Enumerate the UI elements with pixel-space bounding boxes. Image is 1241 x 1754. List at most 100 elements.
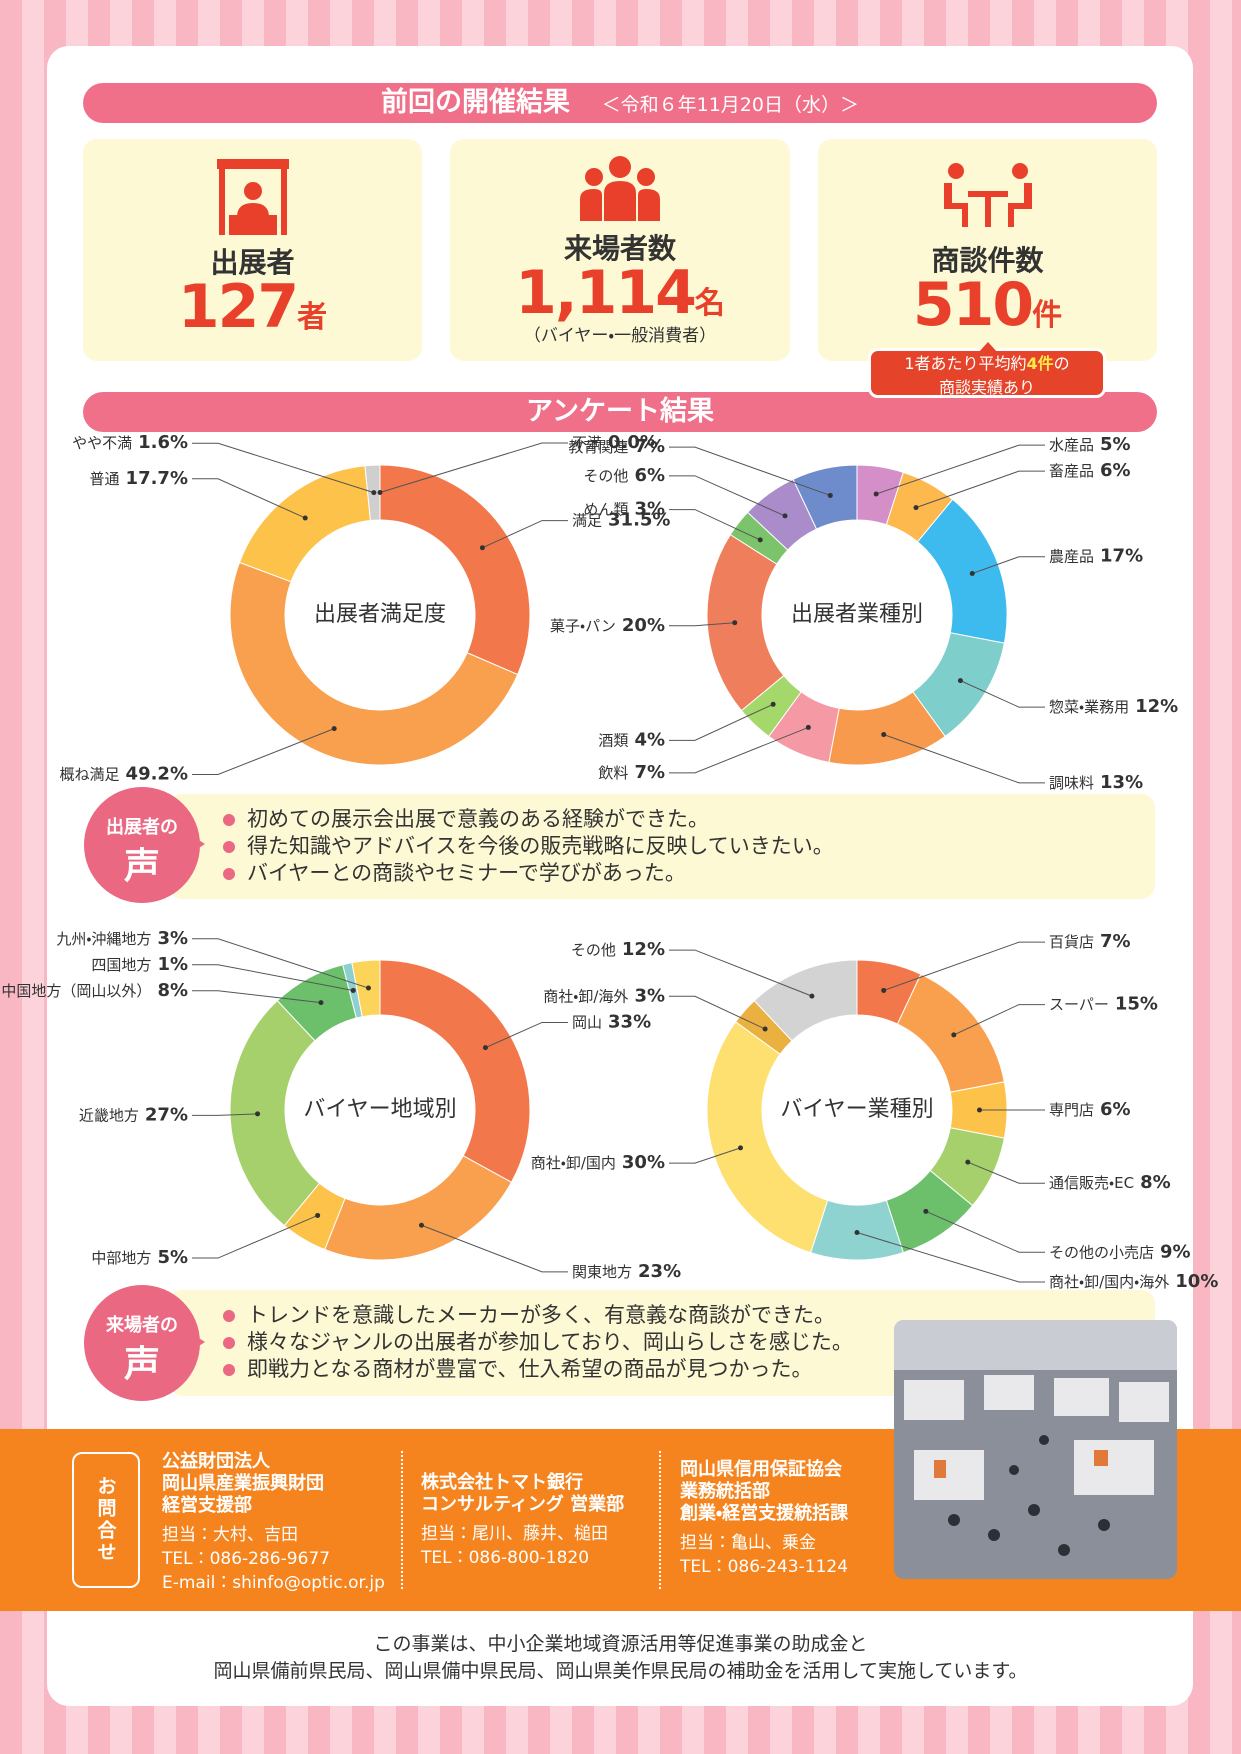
photo <box>894 1320 1177 1579</box>
org-detail: E-mail：shinfo@optic.or.jp <box>162 1573 385 1593</box>
slice-value: 8% <box>157 980 188 1001</box>
stat-number: 127者 <box>83 277 422 337</box>
leader-dot <box>331 726 337 732</box>
leader-dot <box>737 1145 743 1151</box>
leader-line <box>967 1161 1045 1184</box>
slice-category: その他の小売店 <box>1049 1243 1154 1261</box>
slice-category: 満足 <box>572 511 602 529</box>
slice-label: 酒類 4% <box>598 729 665 750</box>
slice-value: 17% <box>1100 546 1143 567</box>
badge-main: 声 <box>123 1344 160 1385</box>
voice-badge: 来場者の 声 <box>84 1285 205 1401</box>
org: 岡山県信用保証協会 業務統括部 創業・経営支援統括課 担当：亀山、乗金 TEL：086… <box>680 1459 848 1579</box>
leader-dot <box>302 515 308 521</box>
leader-dot <box>957 678 963 684</box>
leader-line <box>669 622 735 627</box>
leader-line <box>883 734 1045 784</box>
slice-label: 岡山 33% <box>572 1011 651 1032</box>
leader-dot <box>255 1111 261 1117</box>
slice-value: 7% <box>1100 931 1131 952</box>
donut-slice <box>351 959 381 1018</box>
leader-line <box>485 1021 568 1049</box>
slice-label: 水産品 5% <box>1049 434 1131 455</box>
slice-label: 不満 0.0% <box>572 432 658 453</box>
chart-title: バイヤー地域別 <box>303 1097 456 1122</box>
leader-line <box>192 478 306 519</box>
slice-category: 畜産品 <box>1049 462 1094 480</box>
slice-value: 10% <box>1175 1271 1218 1292</box>
slice-category: 不満 <box>572 434 602 452</box>
slice-category: 四国地方 <box>91 955 151 973</box>
leader-dot <box>762 1026 768 1032</box>
slice-value: 27% <box>145 1104 188 1125</box>
stat-number: 1,114名 <box>450 263 790 323</box>
leader-line <box>669 995 766 1030</box>
leader-dot <box>418 1222 424 1228</box>
slice-category: 中国地方（岡山以外） <box>1 981 151 999</box>
slice-label: 概ね満足 49.2% <box>60 764 188 785</box>
slice-value: 12% <box>622 939 665 960</box>
org-detail: 担当：亀山、乗金 <box>680 1533 816 1553</box>
donut-chart: 百貨店 7% スーパー 15% 専門店 6% 通信販売・EC 8% その他の小売店 9% 商社・卸/… <box>531 931 1219 1292</box>
slice-value: 3% <box>634 499 665 520</box>
leader-dot <box>881 987 887 993</box>
slice-category: 水産品 <box>1049 436 1094 454</box>
slice-category: 調味料 <box>1049 773 1094 791</box>
slice-label: その他の小売店 9% <box>1049 1241 1191 1262</box>
slice-label: 九州・沖縄地方 3% <box>56 928 188 949</box>
org-name: 業務統括部 <box>680 1481 770 1502</box>
leader-dot <box>827 492 833 498</box>
leader-line <box>669 475 786 517</box>
org-name: コンサルティング 営業部 <box>421 1494 625 1515</box>
slice-label: 近畿地方 27% <box>79 1104 188 1125</box>
slice-value: 7% <box>634 436 665 457</box>
leader-dot <box>805 724 811 730</box>
donut-slice <box>706 1021 829 1254</box>
chart-title: バイヤー業種別 <box>780 1097 933 1122</box>
leader-line <box>876 444 1045 495</box>
slice-value: 8% <box>1140 1172 1171 1193</box>
callout-text: 商談実績あり <box>938 378 1035 397</box>
leader-line <box>883 941 1045 991</box>
slice-category: 教育関連 <box>568 438 628 456</box>
leader-line <box>925 1210 1045 1253</box>
stat-value: 1,114 <box>515 258 697 328</box>
leader-dot <box>365 985 371 991</box>
slice-label: 農産品 17% <box>1049 546 1143 567</box>
slice-value: 4% <box>634 729 665 750</box>
contact-label: お問合せ <box>72 1452 140 1588</box>
donut-slice <box>324 1155 513 1261</box>
leader-dot <box>371 490 377 496</box>
slice-label: 普通 17.7% <box>90 468 188 489</box>
leader-dot <box>881 732 887 738</box>
voice-item: 初めての展示会出展で意義のある経験ができた。 <box>223 806 834 833</box>
leader-line <box>192 964 354 991</box>
leader-dot <box>482 1045 488 1051</box>
slice-label: 百貨店 7% <box>1049 931 1131 952</box>
slice-category: 中部地方 <box>91 1249 151 1267</box>
leader-line <box>192 728 335 776</box>
slice-value: 9% <box>1160 1241 1191 1262</box>
slice-label: 飲料 7% <box>598 762 665 783</box>
stat-note: （バイヤー・一般消費者） <box>523 326 717 346</box>
slice-value: 7% <box>634 762 665 783</box>
slice-category: 概ね満足 <box>60 765 120 783</box>
stat-card: 来場者数 1,114名 （バイヤー・一般消費者） <box>450 139 790 361</box>
slice-value: 13% <box>1100 772 1143 793</box>
leader-line <box>192 442 374 494</box>
org-name: 岡山県産業振興財団 <box>162 1473 324 1494</box>
slice-label: 商社・卸/国内 30% <box>531 1152 665 1173</box>
org-detail: 担当：尾川、藤井、槌田 <box>421 1524 608 1544</box>
slice-category: その他 <box>583 466 628 484</box>
slice-category: 関東地方 <box>572 1262 632 1280</box>
slice-value: 1.6% <box>138 432 188 453</box>
slice-category: 農産品 <box>1049 547 1094 565</box>
slice-label: その他 6% <box>583 465 665 486</box>
leader-line <box>915 470 1045 509</box>
leader-line <box>192 938 369 989</box>
slice-value: 49.2% <box>126 764 188 785</box>
voice-item: 様々なジャンルの出展者が参加しており、岡山らしさを感じた。 <box>223 1329 853 1356</box>
leader-line <box>669 726 809 774</box>
slice-category: 近畿地方 <box>79 1106 139 1124</box>
leader-line <box>669 1147 741 1164</box>
